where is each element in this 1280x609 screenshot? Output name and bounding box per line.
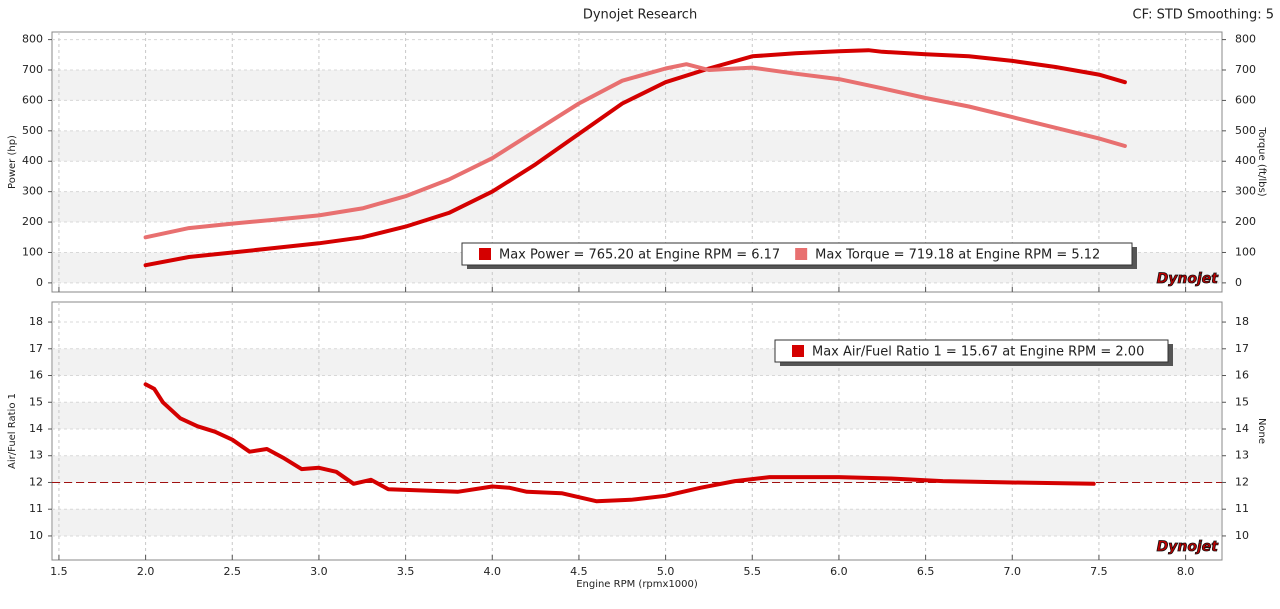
y2-tick-label: 200 (1235, 215, 1256, 228)
y2-tick-label: 14 (1235, 422, 1249, 435)
y-tick-label: 800 (22, 33, 43, 46)
y-tick-label: 12 (29, 475, 43, 488)
legend-swatch (795, 248, 808, 260)
y-tick-label: 600 (22, 93, 43, 106)
x-tick-label: 2.5 (224, 565, 242, 578)
grid-band (53, 191, 1221, 223)
y-axis-title: Air/Fuel Ratio 1 (7, 393, 18, 469)
y-tick-label: 700 (22, 63, 43, 76)
y-axis-title: Power (hp) (7, 135, 18, 189)
y2-tick-label: 300 (1235, 185, 1256, 198)
x-tick-label: 6.5 (917, 565, 935, 578)
y2-tick-label: 15 (1235, 395, 1249, 408)
x-tick-label: 1.5 (50, 565, 68, 578)
y2-tick-label: 17 (1235, 342, 1249, 355)
y2-tick-label: 16 (1235, 369, 1249, 382)
x-axis-title: Engine RPM (rpmx1000) (576, 579, 698, 590)
series-line (143, 62, 1127, 240)
y-tick-label: 16 (29, 369, 43, 382)
x-tick-label: 7.0 (1004, 565, 1022, 578)
y2-tick-label: 12 (1235, 475, 1249, 488)
logo: Dynojet (1157, 271, 1220, 287)
legend-label: Max Torque = 719.18 at Engine RPM = 5.12 (815, 248, 1100, 263)
y2-tick-label: 11 (1235, 502, 1249, 515)
y2-tick-label: 700 (1235, 63, 1256, 76)
y2-tick-label: 600 (1235, 93, 1256, 106)
y2-tick-label: 13 (1235, 449, 1249, 462)
x-tick-label: 8.0 (1177, 565, 1195, 578)
y2-tick-label: 100 (1235, 245, 1256, 258)
y2-tick-label: 0 (1235, 276, 1242, 289)
grid-band (53, 509, 1221, 536)
y2-tick-label: 800 (1235, 33, 1256, 46)
x-tick-label: 3.5 (397, 565, 415, 578)
y2-tick-label: 18 (1235, 315, 1249, 328)
y-tick-label: 100 (22, 245, 43, 258)
legend-label: Max Power = 765.20 at Engine RPM = 6.17 (499, 248, 780, 263)
x-tick-label: 4.5 (570, 565, 588, 578)
y-tick-label: 10 (29, 529, 43, 542)
grid-band (53, 130, 1221, 162)
x-tick-label: 2.0 (137, 565, 155, 578)
y2-axis-title: Torque (ft/lbs) (1256, 126, 1267, 196)
x-tick-label: 3.0 (310, 565, 328, 578)
grid-band (53, 402, 1221, 429)
y-tick-label: 18 (29, 315, 43, 328)
y2-axis-title: None (1256, 418, 1267, 444)
y-tick-label: 13 (29, 449, 43, 462)
chart-title: Dynojet Research (583, 8, 697, 23)
y-tick-label: 200 (22, 215, 43, 228)
y-tick-label: 500 (22, 124, 43, 137)
y2-tick-label: 10 (1235, 529, 1249, 542)
y2-tick-label: 400 (1235, 154, 1256, 167)
x-tick-label: 5.0 (657, 565, 675, 578)
y-tick-label: 300 (22, 185, 43, 198)
legend-swatch (792, 345, 804, 357)
x-tick-label: 6.0 (830, 565, 848, 578)
y-tick-label: 14 (29, 422, 43, 435)
y-tick-label: 17 (29, 342, 43, 355)
settings: CF: STD Smoothing: 5 (1133, 8, 1274, 23)
x-tick-label: 7.5 (1090, 565, 1108, 578)
y-tick-label: 0 (36, 276, 43, 289)
grid-band (53, 455, 1221, 483)
logo: Dynojet (1157, 539, 1220, 555)
series-line (143, 48, 1127, 268)
y2-tick-label: 500 (1235, 124, 1256, 137)
series-line (143, 382, 1096, 504)
y-tick-label: 11 (29, 502, 43, 515)
x-tick-label: 5.5 (744, 565, 762, 578)
legend (774, 339, 1169, 363)
legend-swatch (479, 248, 491, 260)
y-tick-label: 400 (22, 154, 43, 167)
x-tick-label: 4.0 (484, 565, 502, 578)
legend-label: Max Air/Fuel Ratio 1 = 15.67 at Engine R… (812, 345, 1144, 360)
y-tick-label: 15 (29, 395, 43, 408)
